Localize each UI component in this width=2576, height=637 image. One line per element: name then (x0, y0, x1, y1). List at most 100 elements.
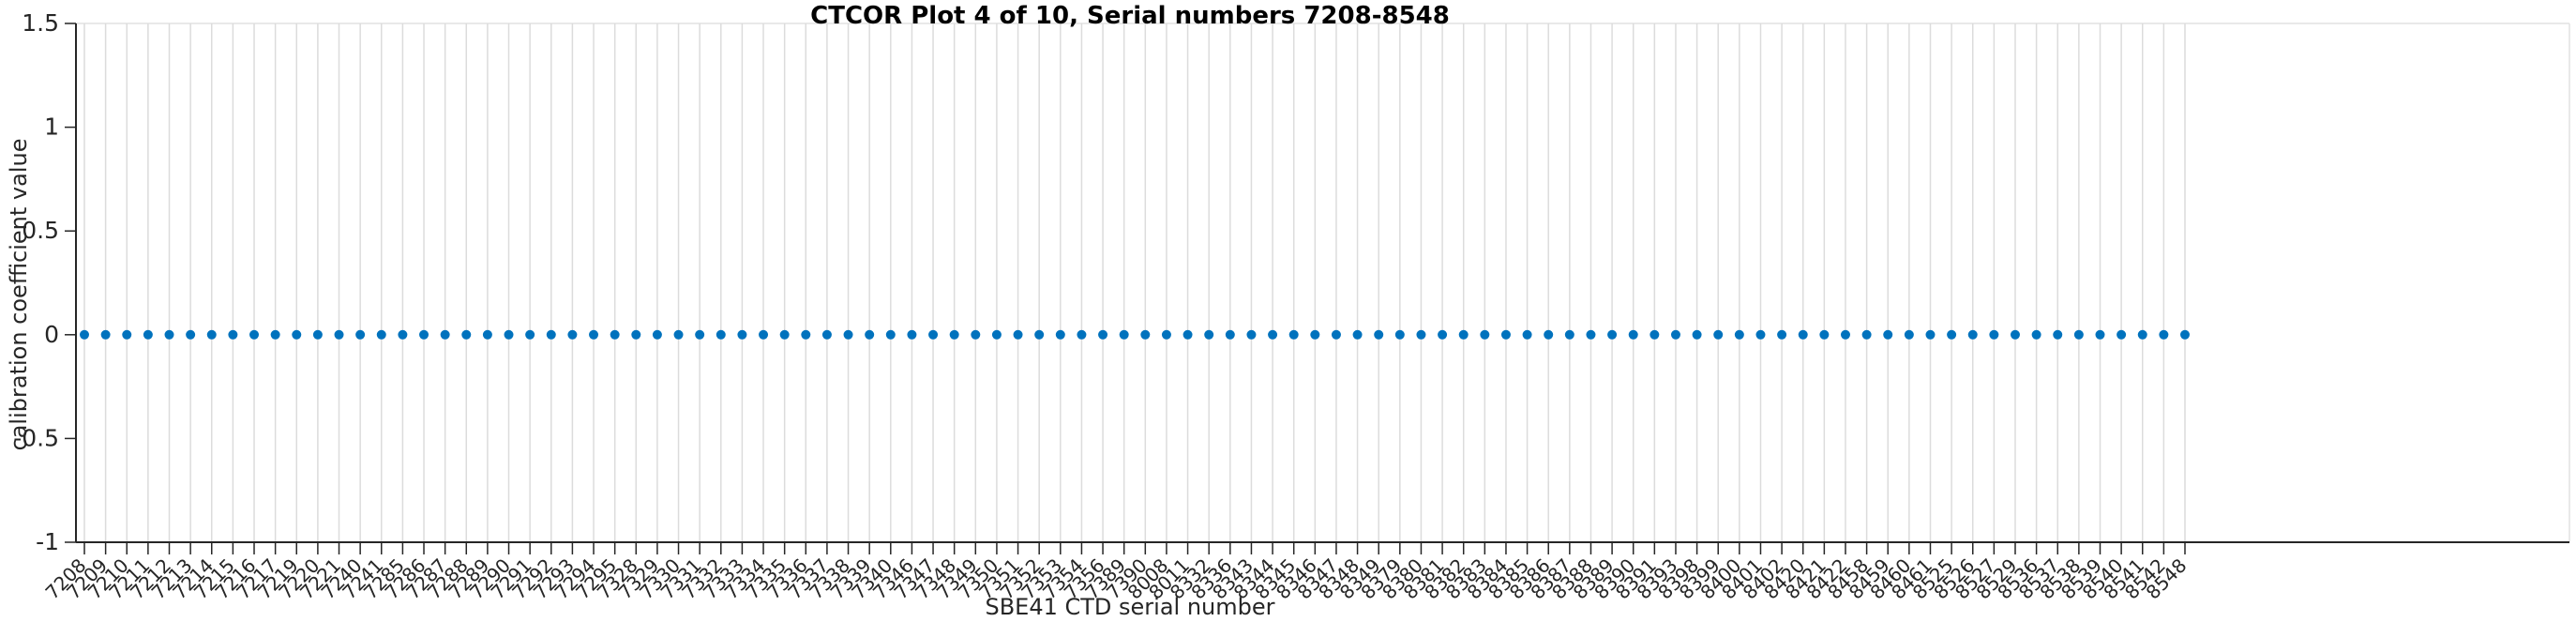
data-point (971, 329, 981, 340)
data-point (1394, 329, 1405, 340)
data-point (1183, 329, 1193, 340)
data-point (1713, 329, 1724, 340)
data-point (1331, 329, 1341, 340)
data-point (1798, 329, 1808, 340)
y-ticks (65, 23, 76, 543)
data-point (843, 329, 853, 340)
data-point (376, 329, 386, 340)
data-point (1225, 329, 1235, 340)
data-point (292, 329, 302, 340)
data-point (567, 329, 578, 340)
data-point (1140, 329, 1151, 340)
data-point (1310, 329, 1320, 340)
data-point (1586, 329, 1596, 340)
data-point (716, 329, 726, 340)
data-point (461, 329, 472, 340)
data-point (164, 329, 174, 340)
data-point (1564, 329, 1574, 340)
y-tick-label: 1.5 (22, 9, 59, 37)
data-point (779, 329, 790, 340)
data-point (334, 329, 344, 340)
data-point (2159, 329, 2169, 340)
data-point (440, 329, 450, 340)
data-point (1077, 329, 1087, 340)
chart-title: CTCOR Plot 4 of 10, Serial numbers 7208-… (810, 2, 1450, 30)
data-point (1734, 329, 1744, 340)
data-point (100, 329, 111, 340)
x-axis-label: SBE41 CTD serial number (985, 594, 1275, 620)
data-point (525, 329, 535, 340)
data-point (546, 329, 556, 340)
data-point (1480, 329, 1490, 340)
data-point (80, 329, 89, 340)
data-point (1650, 329, 1660, 340)
data-point (1607, 329, 1618, 340)
data-point (249, 329, 260, 340)
data-point (1119, 329, 1129, 340)
data-point (1161, 329, 1171, 340)
data-point (1500, 329, 1511, 340)
data-point (398, 329, 408, 340)
data-point (1098, 329, 1108, 340)
data-point (801, 329, 811, 340)
data-point (1416, 329, 1426, 340)
data-point (1777, 329, 1787, 340)
data-point (1034, 329, 1045, 340)
data-point (673, 329, 684, 340)
data-point (631, 329, 641, 340)
data-point (652, 329, 662, 340)
data-point (206, 329, 217, 340)
data-point (1013, 329, 1023, 340)
y-tick-label: 0.5 (22, 217, 59, 244)
data-point (2073, 329, 2084, 340)
data-point (2095, 329, 2105, 340)
data-point (695, 329, 705, 340)
data-point (1204, 329, 1214, 340)
data-point (1544, 329, 1554, 340)
data-point (885, 329, 896, 340)
data-point (312, 329, 323, 340)
data-point (1819, 329, 1830, 340)
data-point (2031, 329, 2041, 340)
data-point (228, 329, 238, 340)
data-point (2117, 329, 2127, 340)
plot-box (76, 23, 2570, 542)
data-point (482, 329, 492, 340)
data-point (1352, 329, 1363, 340)
data-point (907, 329, 917, 340)
data-point (821, 329, 832, 340)
data-point (1904, 329, 1914, 340)
data-point (1246, 329, 1257, 340)
data-point (2010, 329, 2020, 340)
data-point (1947, 329, 1957, 340)
data-point (865, 329, 875, 340)
data-point (1374, 329, 1384, 340)
data-point (928, 329, 939, 340)
data-point (1755, 329, 1766, 340)
data-point (737, 329, 747, 340)
y-tick-label: -1 (36, 528, 59, 555)
x-ticks (83, 542, 2186, 554)
data-point (1458, 329, 1469, 340)
data-point (1967, 329, 1978, 340)
data-point (2137, 329, 2147, 340)
data-point (504, 329, 514, 340)
data-point (1288, 329, 1299, 340)
data-point (1670, 329, 1680, 340)
axes (75, 23, 2569, 543)
data-point (1925, 329, 1936, 340)
data-point (1055, 329, 1065, 340)
data-point (270, 329, 280, 340)
data-point (419, 329, 429, 340)
data-point (1628, 329, 1638, 340)
data-point (186, 329, 196, 340)
data-point (143, 329, 153, 340)
data-point (759, 329, 769, 340)
data-point (610, 329, 620, 340)
y-tick-label: 0 (44, 321, 59, 348)
data-point (1840, 329, 1850, 340)
data-point (1522, 329, 1532, 340)
data-point (949, 329, 959, 340)
